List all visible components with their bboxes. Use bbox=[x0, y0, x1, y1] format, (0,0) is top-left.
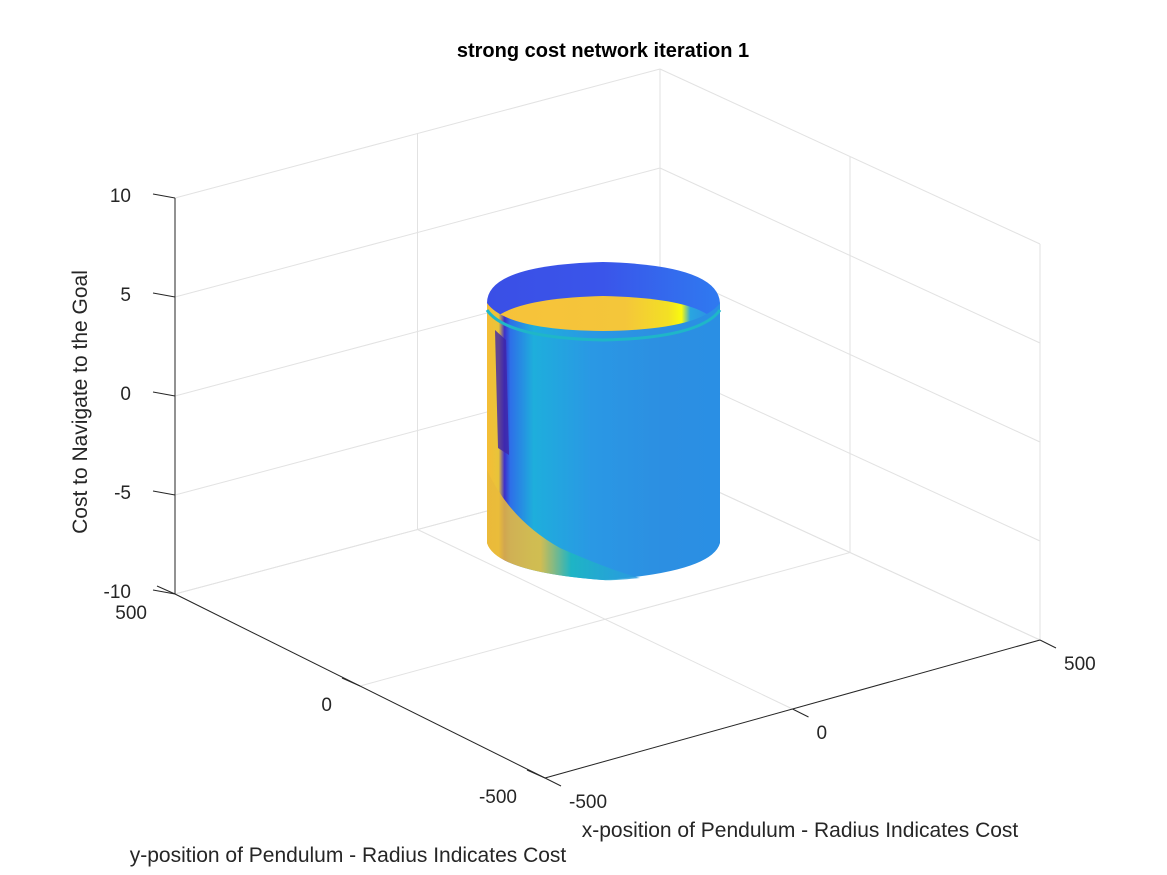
z-tick-mark bbox=[152, 193, 176, 199]
x-tick-mark bbox=[792, 708, 809, 718]
surface-front-side bbox=[487, 303, 720, 580]
y-tick-label: 500 bbox=[115, 603, 147, 624]
z-tick-label: -5 bbox=[114, 483, 131, 504]
tick-labels: -10 -5 0 5 10 -500 0 500 -500 0 500 bbox=[104, 186, 1096, 813]
y-tick-label: 0 bbox=[321, 695, 332, 716]
y-axis-label: y-position of Pendulum - Radius Indicate… bbox=[130, 844, 567, 867]
x-axis-label: x-position of Pendulum - Radius Indicate… bbox=[582, 819, 1019, 842]
z-tick-label: 0 bbox=[120, 384, 131, 405]
y-tick-mark bbox=[156, 585, 176, 595]
x-tick-label: 500 bbox=[1064, 654, 1096, 675]
surface-rim bbox=[485, 309, 722, 342]
z-tick-label: -10 bbox=[104, 582, 131, 603]
z-axis-label: Cost to Navigate to the Goal bbox=[69, 270, 92, 534]
z-tick-mark bbox=[152, 391, 176, 397]
axes bbox=[152, 193, 1057, 787]
floor-grid-line bbox=[359, 552, 851, 687]
x-tick-label: 0 bbox=[817, 723, 828, 744]
x-tick-label: -500 bbox=[569, 792, 607, 813]
y-tick-mark bbox=[526, 769, 546, 779]
surface-bottom-region bbox=[487, 470, 640, 581]
y-tick-label: -500 bbox=[479, 787, 517, 808]
z-tick-label: 5 bbox=[120, 285, 131, 306]
x-tick-mark bbox=[1039, 639, 1057, 649]
z-tick-label: 10 bbox=[110, 186, 131, 207]
y-tick-mark bbox=[341, 677, 361, 687]
x-tick-mark bbox=[544, 777, 562, 787]
surface-low-streak bbox=[495, 330, 509, 455]
z-tick-mark bbox=[152, 292, 176, 298]
z-tick-mark bbox=[152, 490, 176, 496]
chart-title: strong cost network iteration 1 bbox=[457, 40, 749, 62]
z-tick-mark bbox=[152, 589, 176, 595]
cost-surface bbox=[485, 262, 722, 581]
